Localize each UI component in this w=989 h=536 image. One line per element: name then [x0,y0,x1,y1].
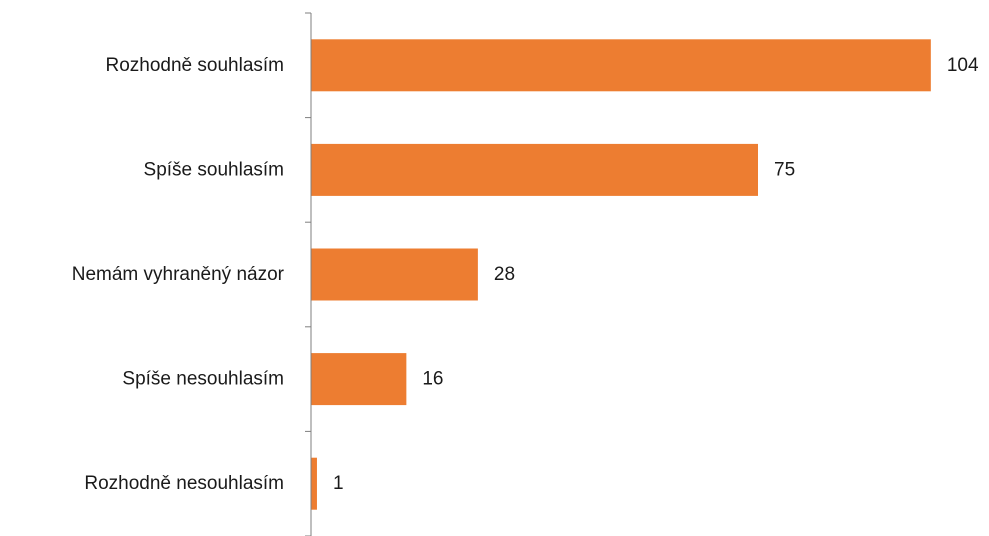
data-label: 75 [774,159,795,180]
category-ticks [305,12,311,536]
bars [311,39,931,510]
data-label: 16 [422,369,443,390]
category-label: Rozhodně nesouhlasím [84,473,284,494]
category-label: Spíše souhlasím [144,159,284,180]
bar [311,248,478,301]
category-label: Rozhodně souhlasím [106,55,285,76]
data-label: 1 [333,473,344,494]
bar [311,457,317,510]
value-labels: 104 75 28 16 1 [333,55,979,494]
category-labels: Rozhodně souhlasím Spíše souhlasím Nemám v… [72,55,285,494]
category-label: Spíše nesouhlasím [122,369,284,390]
bar [311,39,931,92]
data-label: 28 [494,264,515,285]
data-label: 104 [947,55,979,76]
bar [311,353,407,406]
category-label: Nemám vyhraněný názor [72,264,285,285]
bar [311,143,758,196]
